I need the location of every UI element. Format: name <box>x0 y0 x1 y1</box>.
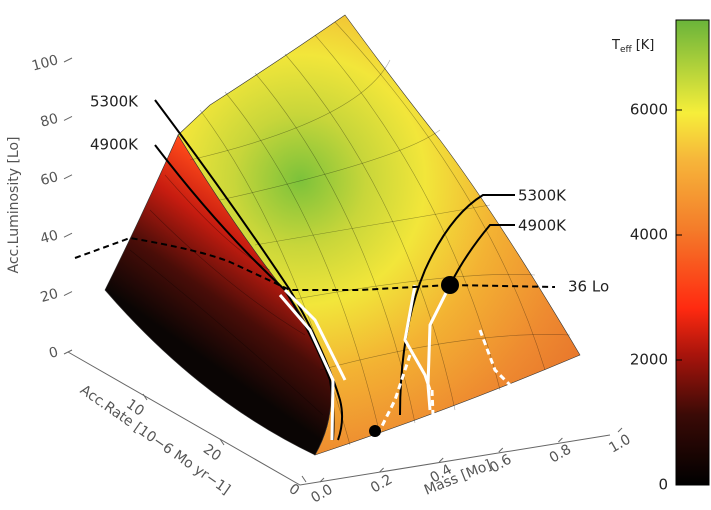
x-tick-label: 0.0 <box>308 482 335 507</box>
z-axis-label: Acc.Luminosity [Lo] <box>6 136 22 273</box>
axes <box>67 351 611 486</box>
colorbar-tick-label: 2000 <box>630 351 668 369</box>
y-tick-label: 20 <box>200 441 224 464</box>
colorbar-tick-label: 6000 <box>630 101 668 119</box>
colorbar <box>675 19 710 486</box>
mesh <box>129 21 571 446</box>
x-tick <box>617 427 623 433</box>
annotation: 4900K <box>518 217 567 235</box>
x-tick-label: 0.8 <box>547 442 574 467</box>
z-tick <box>63 232 73 238</box>
z-tick-label: 40 <box>39 227 60 247</box>
colorbar-title-main: T <box>611 38 620 53</box>
annotation: 5300K <box>90 93 139 111</box>
x-tick-label: 0.2 <box>368 472 395 497</box>
x-tick-label: 1.0 <box>606 432 633 457</box>
surface <box>104 14 581 456</box>
z-tick-label: 20 <box>39 286 60 306</box>
lower-face <box>104 134 332 456</box>
colorbar-title-unit: [K] <box>636 38 655 53</box>
annotation: 4900K <box>90 136 139 154</box>
colorbar-title-sub: eff <box>620 45 633 55</box>
y-tick <box>142 393 148 401</box>
x-tick <box>558 437 563 443</box>
y-axis-label: Acc.Rate [10−6 Mo yr−1] <box>77 382 233 498</box>
x-tick <box>498 447 504 453</box>
y-tick-label: 0 <box>286 481 302 499</box>
z-tick <box>63 349 73 355</box>
curves <box>74 99 556 441</box>
z-tick-label: 80 <box>39 111 60 131</box>
annotation: 5300K <box>518 187 567 205</box>
z-tick <box>63 115 73 121</box>
z-tick-label: 100 <box>30 52 60 74</box>
annotation: 36 Lo <box>568 278 609 296</box>
z-tick <box>63 174 73 180</box>
x-tick <box>438 457 444 463</box>
colorbar-tick-label: 4000 <box>630 226 668 244</box>
x-tick <box>319 477 325 483</box>
x-tick <box>379 467 384 473</box>
y-tick <box>219 438 225 446</box>
z-tick <box>63 57 73 63</box>
z-tick <box>63 291 73 297</box>
colorbar-title: Teff [K] <box>611 38 654 55</box>
z-tick-label: 60 <box>39 169 60 189</box>
y-tick <box>301 475 307 483</box>
colorbar-tick-label: 0 <box>658 476 668 494</box>
z-tick-label: 0 <box>47 344 60 362</box>
